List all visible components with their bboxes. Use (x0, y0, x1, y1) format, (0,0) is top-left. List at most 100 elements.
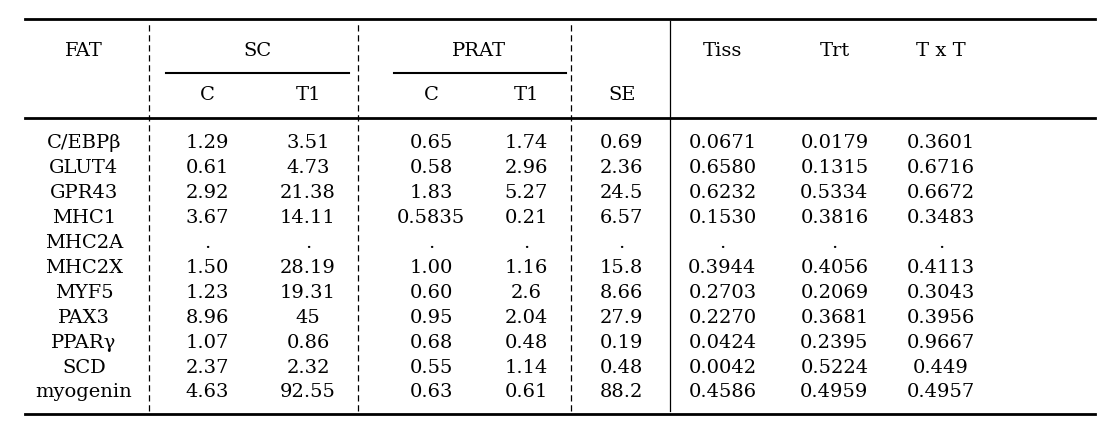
Text: 0.0671: 0.0671 (689, 135, 756, 152)
Text: SCD: SCD (62, 359, 106, 376)
Text: 0.6580: 0.6580 (689, 160, 756, 177)
Text: 0.5334: 0.5334 (800, 184, 869, 202)
Text: 0.5835: 0.5835 (398, 209, 465, 227)
Text: 24.5: 24.5 (600, 184, 643, 202)
Text: 2.6: 2.6 (511, 284, 542, 302)
Text: 0.0179: 0.0179 (801, 135, 868, 152)
Text: 3.67: 3.67 (186, 209, 228, 227)
Text: 2.32: 2.32 (287, 359, 329, 376)
Text: 2.04: 2.04 (505, 309, 548, 327)
Text: 0.55: 0.55 (410, 359, 452, 376)
Text: 0.48: 0.48 (505, 334, 548, 352)
Text: 6.57: 6.57 (600, 209, 643, 227)
Text: C/EBPβ: C/EBPβ (47, 135, 121, 152)
Text: 0.5224: 0.5224 (801, 359, 868, 376)
Text: 0.61: 0.61 (505, 384, 548, 401)
Text: 0.3944: 0.3944 (688, 259, 757, 277)
Text: 0.4113: 0.4113 (907, 259, 974, 277)
Text: 4.63: 4.63 (186, 384, 228, 401)
Text: 0.60: 0.60 (410, 284, 452, 302)
Text: 0.69: 0.69 (600, 135, 643, 152)
Text: 0.2395: 0.2395 (800, 334, 869, 352)
Text: 45: 45 (296, 309, 320, 327)
Text: .: . (719, 234, 726, 252)
Text: .: . (305, 234, 311, 252)
Text: myogenin: myogenin (36, 384, 132, 401)
Text: 0.48: 0.48 (600, 359, 643, 376)
Text: .: . (618, 234, 625, 252)
Text: 21.38: 21.38 (280, 184, 336, 202)
Text: 0.0424: 0.0424 (689, 334, 756, 352)
Text: 2.96: 2.96 (505, 160, 548, 177)
Text: 0.6232: 0.6232 (689, 184, 756, 202)
Text: 1.83: 1.83 (410, 184, 452, 202)
Text: .: . (204, 234, 211, 252)
Text: Trt: Trt (819, 42, 850, 60)
Text: 0.0042: 0.0042 (689, 359, 756, 376)
Text: 2.92: 2.92 (186, 184, 228, 202)
Text: 0.86: 0.86 (287, 334, 329, 352)
Text: .: . (831, 234, 838, 252)
Text: T1: T1 (514, 86, 539, 104)
Text: 0.4586: 0.4586 (689, 384, 756, 401)
Text: 5.27: 5.27 (505, 184, 548, 202)
Text: 0.6716: 0.6716 (907, 160, 974, 177)
Text: PPARγ: PPARγ (52, 334, 116, 352)
Text: .: . (937, 234, 944, 252)
Text: 0.19: 0.19 (600, 334, 643, 352)
Text: 1.74: 1.74 (505, 135, 548, 152)
Text: C: C (423, 86, 439, 104)
Text: 15.8: 15.8 (600, 259, 643, 277)
Text: 0.3681: 0.3681 (801, 309, 868, 327)
Text: 0.2703: 0.2703 (689, 284, 756, 302)
Text: C: C (199, 86, 215, 104)
Text: 0.1530: 0.1530 (689, 209, 756, 227)
Text: 0.95: 0.95 (410, 309, 452, 327)
Text: MHC2A: MHC2A (45, 234, 123, 252)
Text: 4.73: 4.73 (287, 160, 329, 177)
Text: 0.3956: 0.3956 (906, 309, 976, 327)
Text: SC: SC (243, 42, 272, 60)
Text: 1.07: 1.07 (186, 334, 228, 352)
Text: 0.3816: 0.3816 (801, 209, 868, 227)
Text: 1.29: 1.29 (186, 135, 228, 152)
Text: 8.66: 8.66 (600, 284, 643, 302)
Text: 0.2069: 0.2069 (801, 284, 868, 302)
Text: Tiss: Tiss (702, 42, 743, 60)
Text: 0.21: 0.21 (505, 209, 548, 227)
Text: T x T: T x T (916, 42, 965, 60)
Text: PAX3: PAX3 (58, 309, 110, 327)
Text: 0.4959: 0.4959 (800, 384, 869, 401)
Text: GLUT4: GLUT4 (49, 160, 119, 177)
Text: 1.00: 1.00 (410, 259, 452, 277)
Text: 8.96: 8.96 (186, 309, 228, 327)
Text: MHC1: MHC1 (52, 209, 116, 227)
Text: 0.68: 0.68 (410, 334, 452, 352)
Text: 1.50: 1.50 (186, 259, 228, 277)
Text: .: . (523, 234, 530, 252)
Text: 28.19: 28.19 (280, 259, 336, 277)
Text: 19.31: 19.31 (280, 284, 336, 302)
Text: FAT: FAT (65, 42, 103, 60)
Text: 0.2270: 0.2270 (689, 309, 756, 327)
Text: 92.55: 92.55 (280, 384, 336, 401)
Text: 0.58: 0.58 (410, 160, 452, 177)
Text: MHC2X: MHC2X (45, 259, 123, 277)
Text: 27.9: 27.9 (600, 309, 643, 327)
Text: 1.23: 1.23 (186, 284, 228, 302)
Text: T1: T1 (296, 86, 320, 104)
Text: 0.63: 0.63 (410, 384, 452, 401)
Text: PRAT: PRAT (452, 42, 506, 60)
Text: 0.3601: 0.3601 (907, 135, 974, 152)
Text: 0.3483: 0.3483 (906, 209, 976, 227)
Text: 0.61: 0.61 (186, 160, 228, 177)
Text: SE: SE (608, 86, 635, 104)
Text: 14.11: 14.11 (280, 209, 336, 227)
Text: 0.9667: 0.9667 (907, 334, 974, 352)
Text: 1.14: 1.14 (505, 359, 548, 376)
Text: 2.36: 2.36 (600, 160, 643, 177)
Text: 2.37: 2.37 (186, 359, 228, 376)
Text: 3.51: 3.51 (287, 135, 329, 152)
Text: MYF5: MYF5 (55, 284, 113, 302)
Text: 0.449: 0.449 (913, 359, 969, 376)
